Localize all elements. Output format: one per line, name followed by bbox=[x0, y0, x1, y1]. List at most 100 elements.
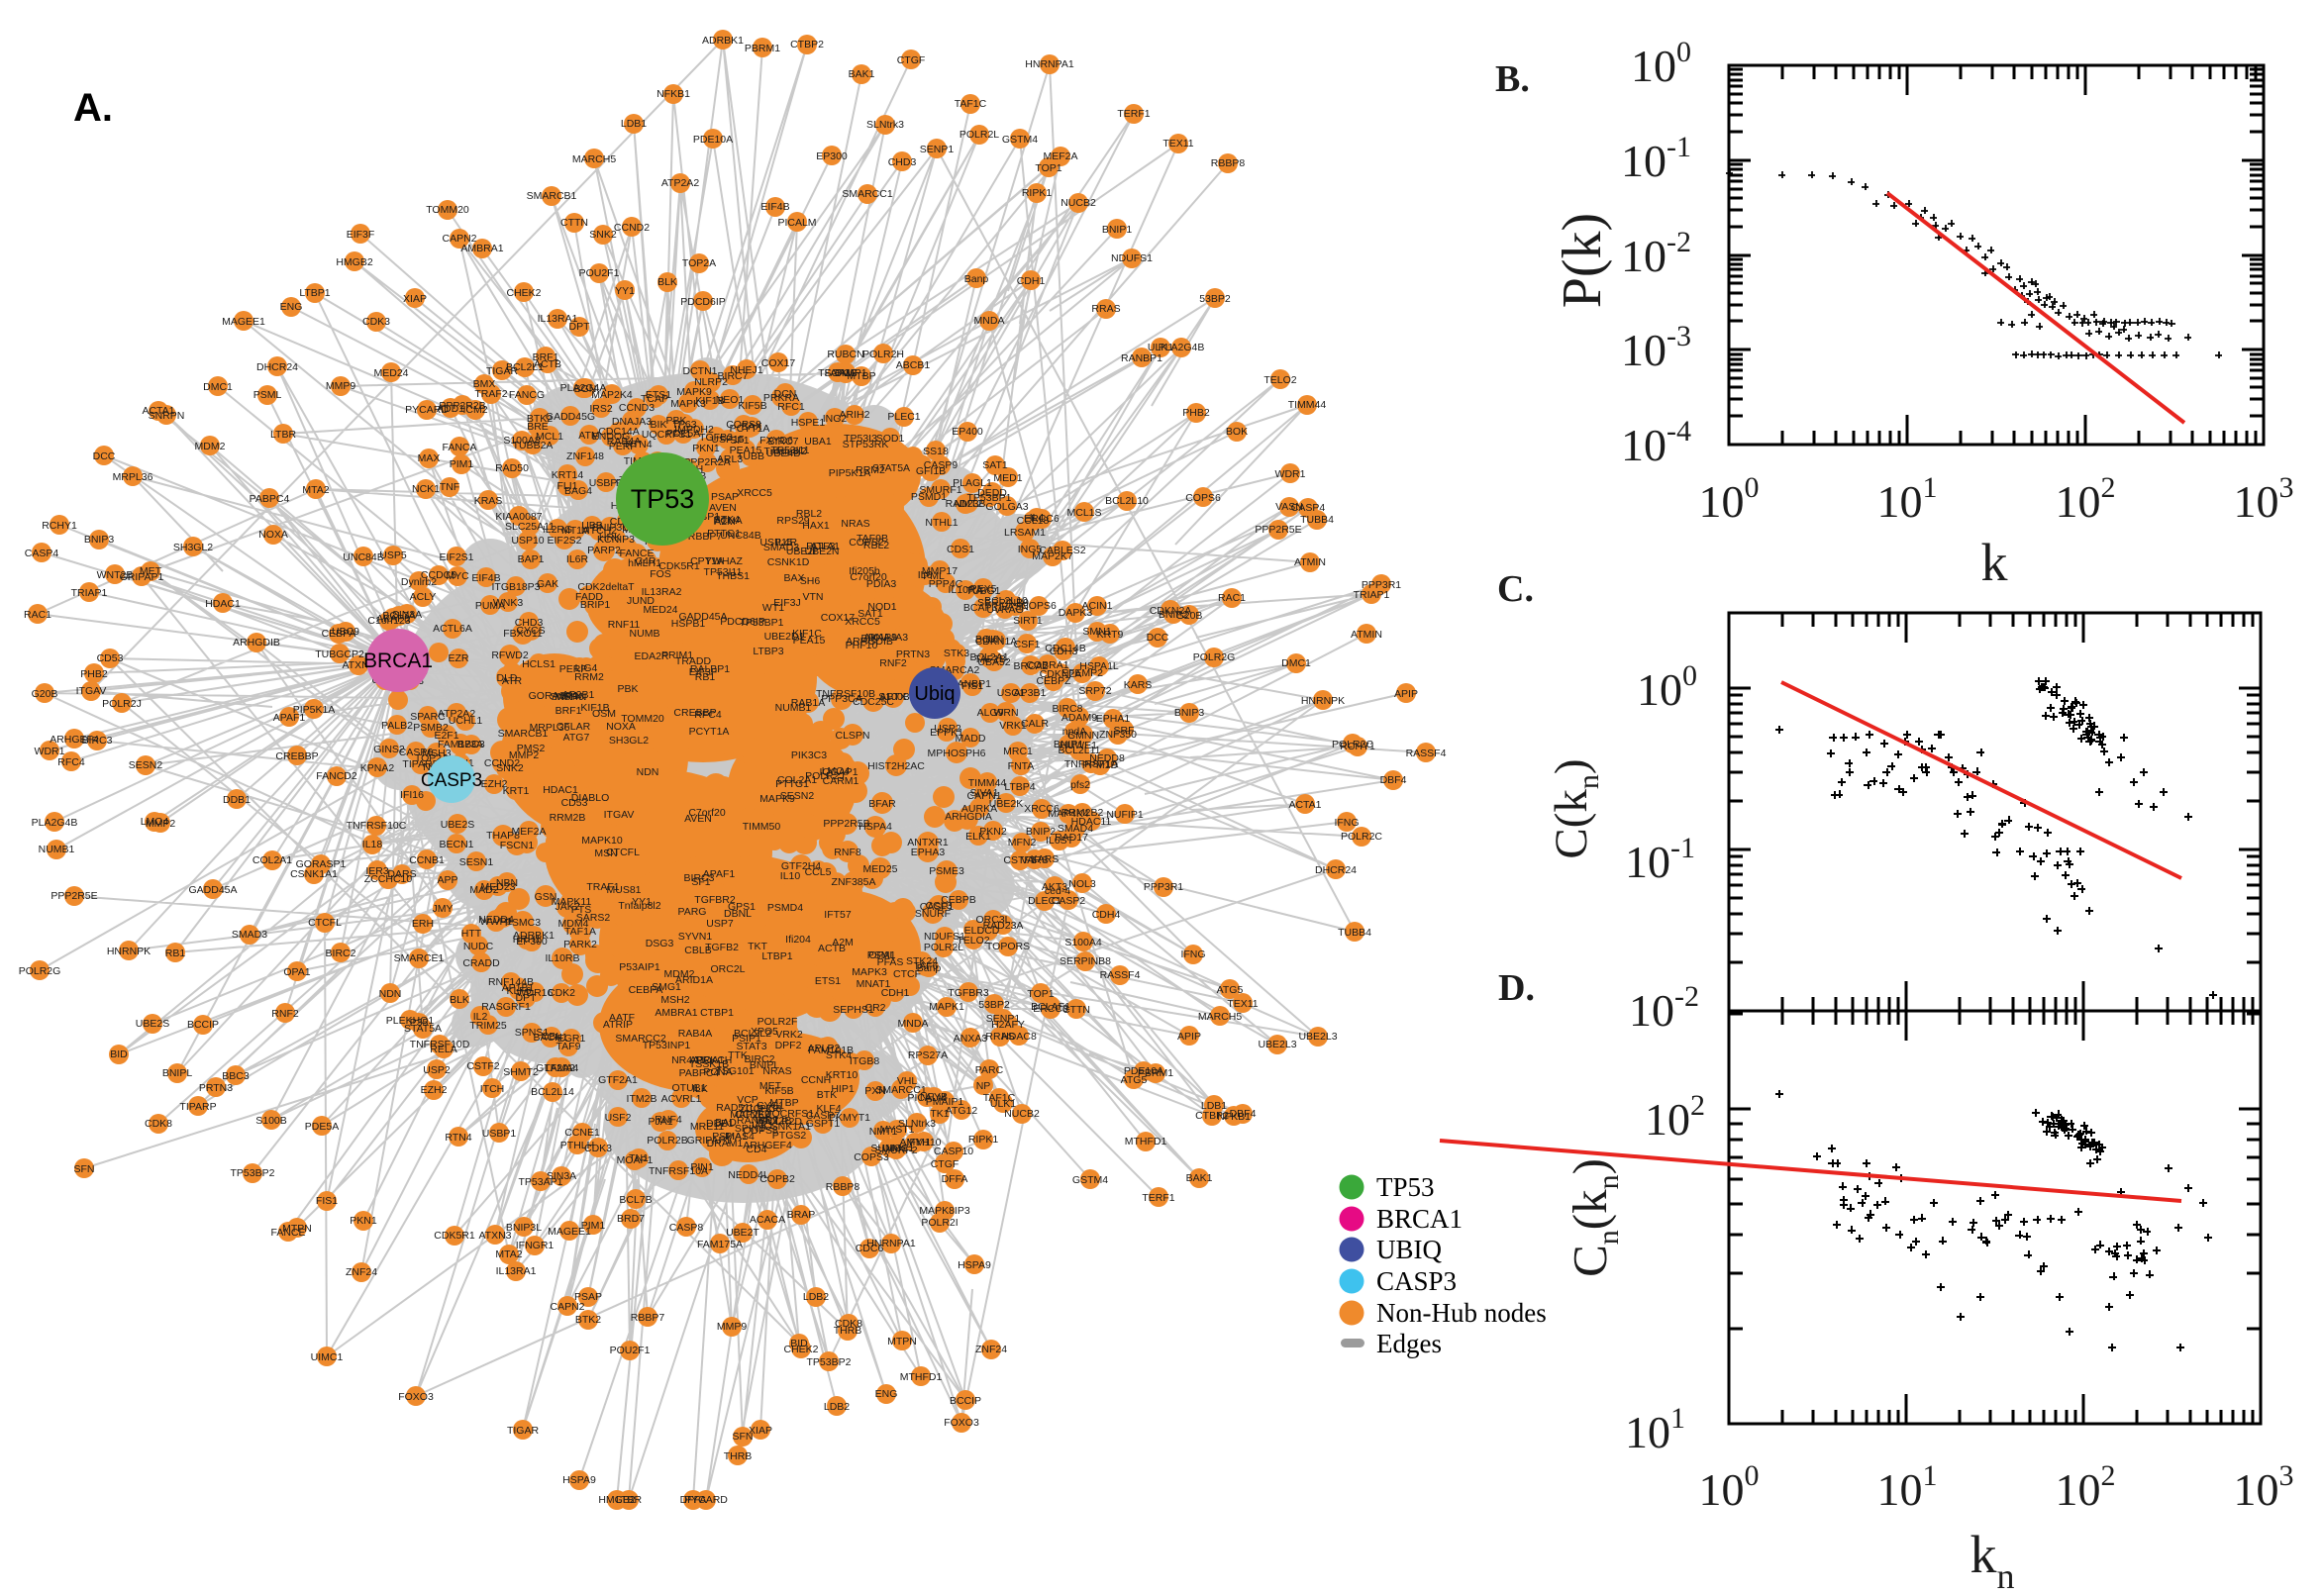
svg-text:NDUFS1: NDUFS1 bbox=[924, 931, 965, 943]
svg-text:DMC1: DMC1 bbox=[1281, 657, 1311, 669]
svg-text:CSTF2: CSTF2 bbox=[466, 1060, 499, 1072]
svg-text:CLSPN: CLSPN bbox=[835, 730, 869, 742]
svg-text:BRCA1: BRCA1 bbox=[363, 649, 433, 672]
svg-text:TRAF1: TRAF1 bbox=[586, 881, 619, 893]
svg-text:SNURF: SNURF bbox=[915, 908, 951, 920]
svg-text:DCTN1: DCTN1 bbox=[682, 365, 717, 377]
svg-text:CHD3: CHD3 bbox=[888, 156, 917, 168]
svg-text:BIRC2: BIRC2 bbox=[745, 1053, 775, 1065]
svg-text:SNRPN: SNRPN bbox=[551, 691, 587, 703]
svg-text:RRAS: RRAS bbox=[1091, 303, 1120, 315]
svg-text:NOXA: NOXA bbox=[606, 721, 636, 733]
svg-text:CCL18: CCL18 bbox=[1017, 515, 1050, 527]
svg-text:BNIP2: BNIP2 bbox=[1026, 826, 1057, 838]
svg-text:NFKB1: NFKB1 bbox=[656, 88, 690, 100]
svg-text:USP15: USP15 bbox=[711, 434, 744, 446]
svg-text:HNRNPA1: HNRNPA1 bbox=[1025, 58, 1074, 70]
svg-text:CFLAR: CFLAR bbox=[556, 721, 591, 733]
svg-text:TERF1: TERF1 bbox=[1142, 1192, 1174, 1204]
svg-text:KRAS: KRAS bbox=[474, 495, 503, 507]
svg-text:BAX: BAX bbox=[741, 421, 761, 433]
svg-text:TAF9B: TAF9B bbox=[857, 533, 888, 545]
svg-text:BNIPL: BNIPL bbox=[162, 1067, 193, 1079]
svg-text:CEBPZ: CEBPZ bbox=[1036, 675, 1071, 687]
svg-text:RAD23B: RAD23B bbox=[946, 498, 986, 510]
svg-text:PCNA: PCNA bbox=[713, 515, 742, 527]
svg-text:DSG3: DSG3 bbox=[646, 938, 674, 949]
svg-text:BTK2: BTK2 bbox=[575, 1314, 601, 1326]
svg-text:GPS1: GPS1 bbox=[728, 901, 756, 913]
svg-text:TNFRSF1A: TNFRSF1A bbox=[1064, 758, 1118, 770]
svg-text:MRPL36: MRPL36 bbox=[113, 471, 153, 483]
svg-text:FIS1: FIS1 bbox=[961, 680, 983, 692]
svg-text:DHCR24: DHCR24 bbox=[1315, 864, 1357, 876]
svg-text:ATXN3: ATXN3 bbox=[478, 1230, 511, 1242]
svg-text:ARIH2: ARIH2 bbox=[840, 409, 870, 421]
svg-text:EIF3F: EIF3F bbox=[689, 666, 718, 678]
svg-text:STK4: STK4 bbox=[826, 1049, 852, 1061]
svg-text:CSNK1D: CSNK1D bbox=[767, 556, 810, 568]
svg-text:HSPB1: HSPB1 bbox=[671, 618, 706, 630]
svg-text:MPHOSPH6: MPHOSPH6 bbox=[928, 748, 986, 759]
svg-text:FANCG: FANCG bbox=[509, 389, 545, 401]
svg-text:COPS8: COPS8 bbox=[726, 419, 761, 431]
svg-text:PSAP: PSAP bbox=[574, 1291, 602, 1303]
svg-text:CREBBP: CREBBP bbox=[673, 707, 716, 719]
svg-text:SMARCE1: SMARCE1 bbox=[394, 952, 445, 964]
svg-text:HDAC1: HDAC1 bbox=[543, 784, 578, 796]
svg-text:BBC3: BBC3 bbox=[457, 739, 485, 750]
svg-text:FIS1: FIS1 bbox=[316, 1195, 338, 1207]
svg-text:BIK: BIK bbox=[861, 633, 878, 645]
svg-text:NOXA: NOXA bbox=[258, 529, 288, 541]
svg-text:MTPN: MTPN bbox=[887, 1336, 917, 1347]
svg-text:CCNE2: CCNE2 bbox=[735, 1109, 770, 1121]
svg-text:NUFIP1: NUFIP1 bbox=[1106, 809, 1144, 821]
svg-text:POLR2J: POLR2J bbox=[805, 770, 845, 782]
svg-text:UBE2L3: UBE2L3 bbox=[1258, 1039, 1296, 1050]
svg-text:DCC: DCC bbox=[1147, 632, 1169, 644]
svg-text:CAPN2: CAPN2 bbox=[550, 1301, 584, 1313]
svg-text:EIF3F: EIF3F bbox=[347, 229, 375, 241]
svg-text:RBL2: RBL2 bbox=[796, 508, 822, 520]
svg-text:CDK8: CDK8 bbox=[145, 1118, 172, 1130]
svg-text:PTS: PTS bbox=[571, 904, 591, 916]
svg-text:TNFRSF10C: TNFRSF10C bbox=[347, 820, 407, 832]
svg-text:PEA15: PEA15 bbox=[793, 635, 826, 647]
svg-text:hMLH1: hMLH1 bbox=[628, 557, 661, 569]
svg-text:SMARCC1: SMARCC1 bbox=[842, 188, 893, 200]
svg-text:RNF2: RNF2 bbox=[271, 1008, 299, 1020]
svg-text:IL13RA2: IL13RA2 bbox=[642, 586, 682, 598]
svg-text:PIM1: PIM1 bbox=[450, 458, 474, 470]
svg-text:POLR2D: POLR2D bbox=[760, 1116, 802, 1128]
svg-text:BRAP: BRAP bbox=[787, 1209, 816, 1221]
svg-text:NUMB: NUMB bbox=[630, 628, 660, 640]
svg-text:C4R: C4R bbox=[635, 555, 656, 567]
svg-text:PERP: PERP bbox=[609, 441, 638, 452]
svg-text:P53AIP1: P53AIP1 bbox=[619, 961, 660, 973]
svg-text:PDE10A: PDE10A bbox=[693, 134, 733, 146]
svg-text:UBIQ: UBIQ bbox=[1376, 1235, 1442, 1264]
svg-text:PCYT1A: PCYT1A bbox=[730, 423, 770, 435]
svg-text:PFAS: PFAS bbox=[877, 956, 904, 968]
svg-text:IL2RG: IL2RG bbox=[543, 524, 572, 536]
svg-text:SNK2: SNK2 bbox=[496, 762, 524, 774]
svg-text:CDH4: CDH4 bbox=[1092, 909, 1121, 921]
svg-text:IFT57: IFT57 bbox=[824, 909, 852, 921]
svg-text:CDK5R1: CDK5R1 bbox=[658, 560, 700, 572]
svg-text:TKT: TKT bbox=[748, 941, 767, 952]
svg-text:BRCA2: BRCA2 bbox=[1013, 660, 1048, 672]
svg-text:PRIM1: PRIM1 bbox=[661, 649, 693, 661]
svg-text:PPP3R1: PPP3R1 bbox=[1362, 579, 1401, 591]
svg-text:EIF4B: EIF4B bbox=[471, 572, 500, 584]
svg-text:UBE2S: UBE2S bbox=[441, 819, 474, 831]
svg-text:PMAIP1: PMAIP1 bbox=[926, 1096, 964, 1108]
svg-text:WDR1: WDR1 bbox=[35, 746, 65, 757]
svg-text:ARID1A: ARID1A bbox=[675, 974, 713, 986]
svg-text:POLR2L: POLR2L bbox=[924, 942, 963, 953]
svg-text:CCND2: CCND2 bbox=[484, 757, 520, 769]
svg-text:LTBP4: LTBP4 bbox=[1004, 781, 1035, 793]
svg-text:APAF1: APAF1 bbox=[703, 868, 736, 880]
svg-text:Dynlrb2: Dynlrb2 bbox=[401, 576, 437, 588]
svg-text:FADD: FADD bbox=[575, 591, 603, 603]
svg-text:HMGB2: HMGB2 bbox=[598, 1494, 636, 1506]
